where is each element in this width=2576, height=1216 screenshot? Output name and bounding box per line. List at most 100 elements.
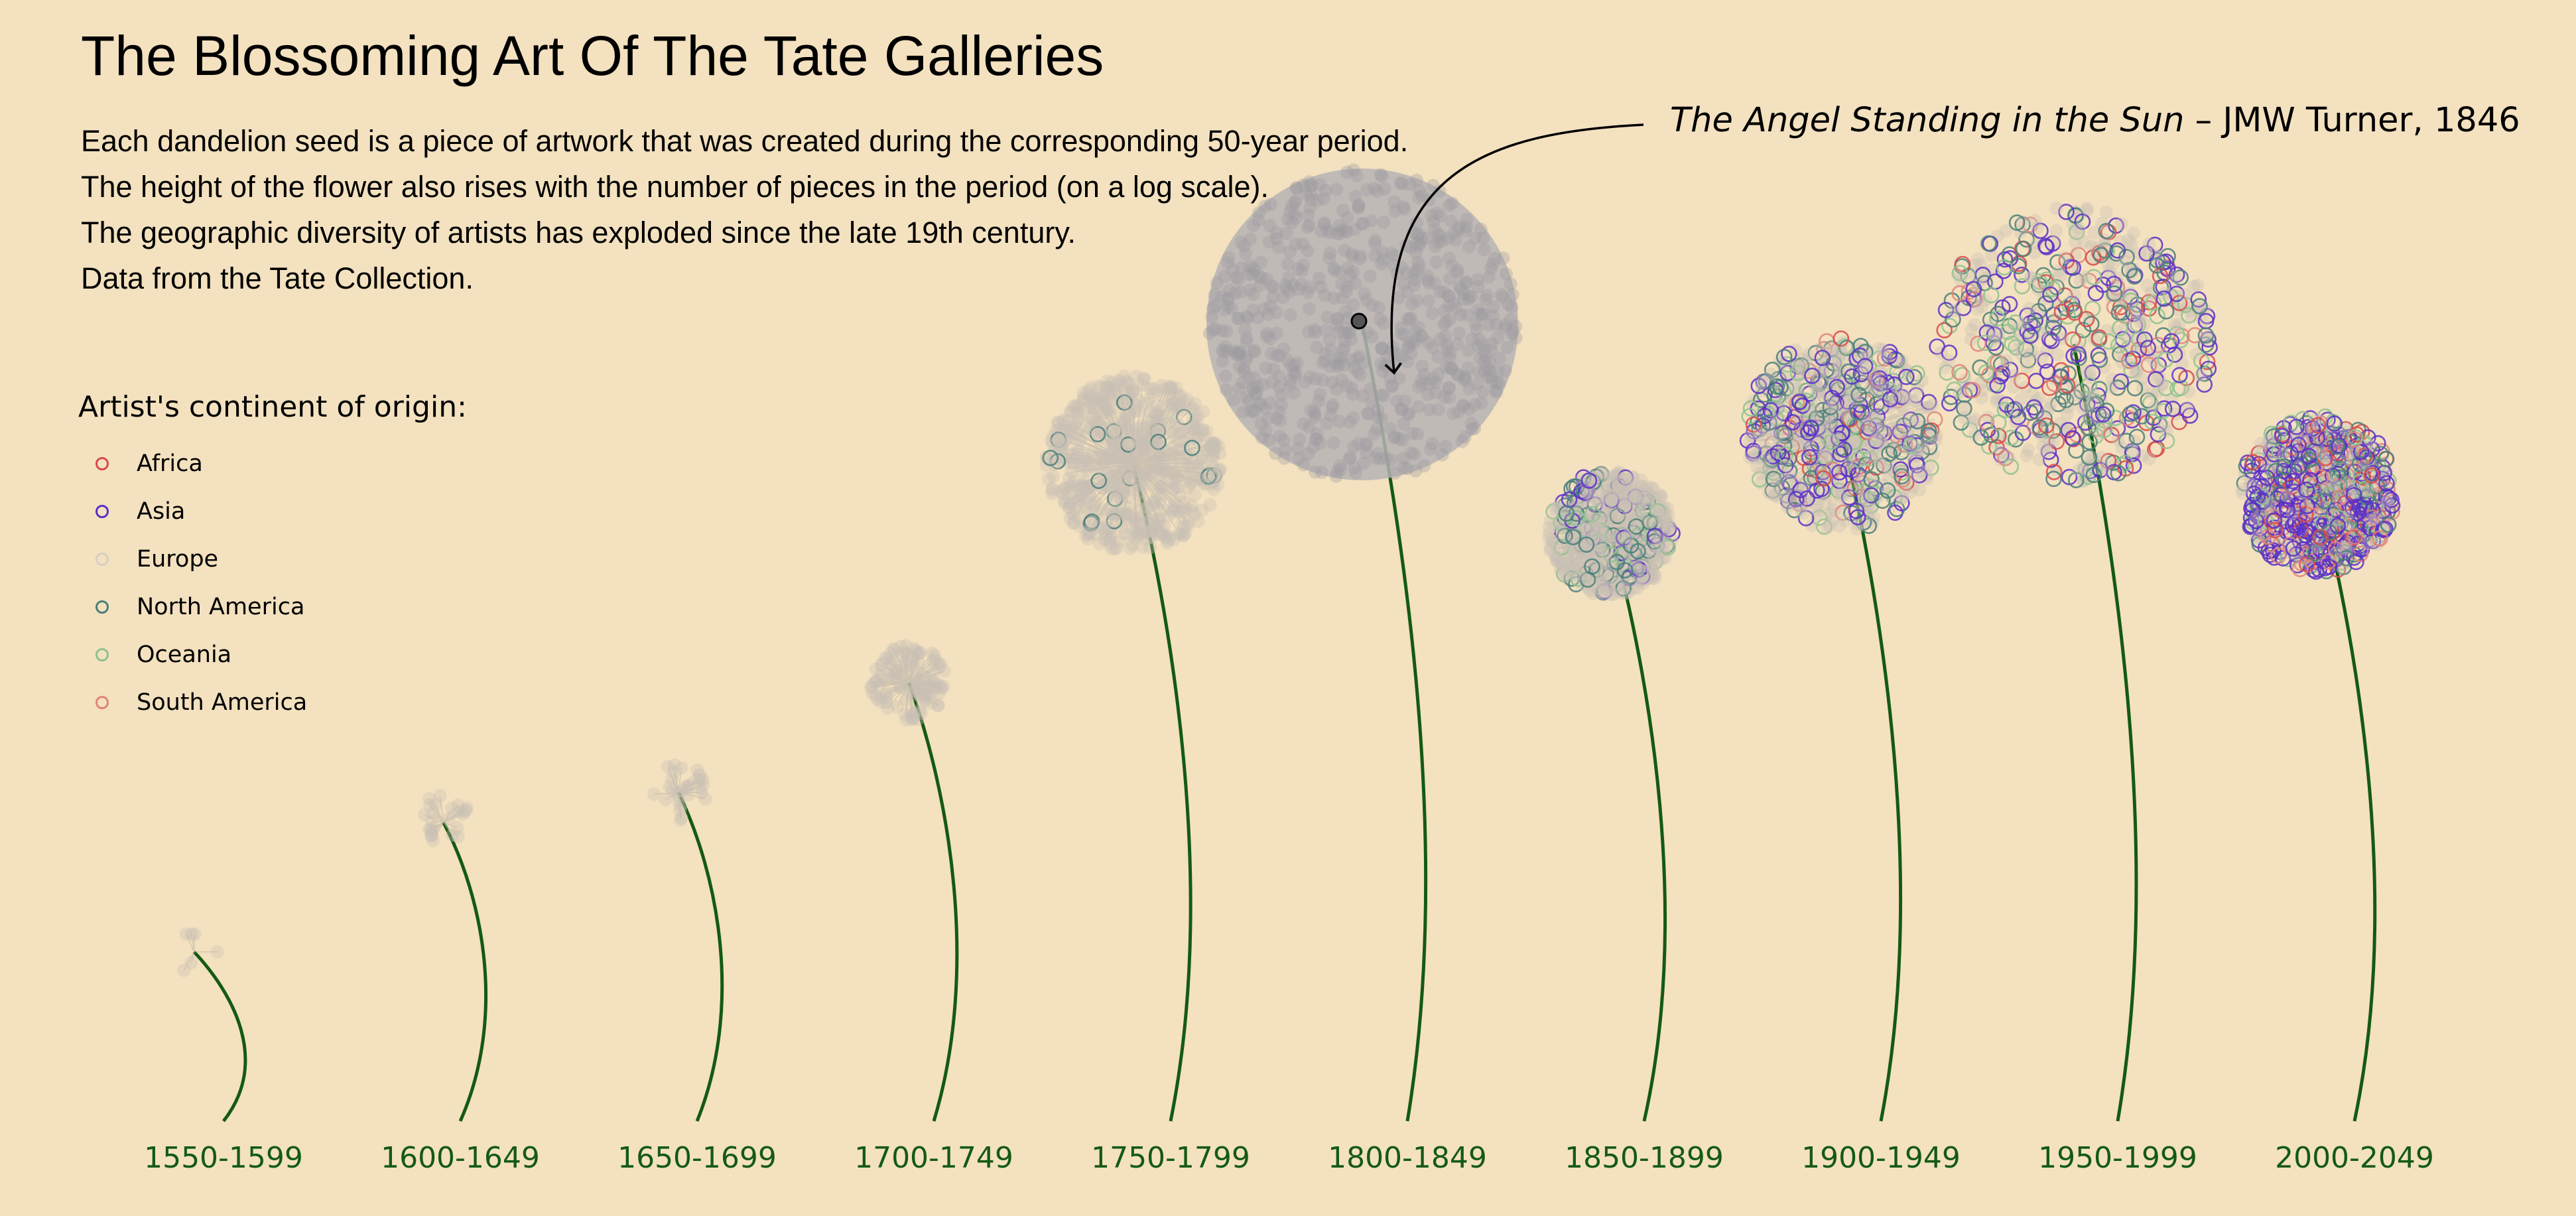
seed bbox=[1393, 431, 1406, 445]
seed bbox=[681, 780, 694, 794]
seed bbox=[2014, 240, 2031, 257]
seed bbox=[1442, 299, 1456, 312]
seed bbox=[647, 787, 661, 801]
seed bbox=[1387, 195, 1401, 209]
seed bbox=[935, 681, 949, 695]
seed bbox=[1188, 432, 1202, 446]
seed bbox=[2030, 221, 2044, 235]
seed bbox=[1762, 486, 1776, 500]
seed bbox=[2181, 385, 2195, 399]
seed bbox=[2187, 279, 2201, 293]
seed bbox=[1067, 399, 1080, 413]
filament bbox=[1133, 463, 1204, 484]
seed bbox=[446, 828, 460, 842]
seed bbox=[2020, 448, 2033, 462]
legend-label: Africa bbox=[137, 450, 203, 477]
seed bbox=[1896, 491, 1909, 505]
seed bbox=[2189, 348, 2203, 362]
filament bbox=[1133, 463, 1183, 524]
seed bbox=[2049, 224, 2063, 237]
seed bbox=[919, 694, 933, 708]
seed bbox=[1425, 306, 1439, 320]
annotation-artist: JMW Turner, 1846 bbox=[2222, 101, 2520, 140]
seed bbox=[2115, 355, 2129, 369]
seed bbox=[2104, 380, 2118, 394]
seed bbox=[1374, 357, 1388, 371]
seed bbox=[1206, 447, 1220, 461]
dandelion-1550-1599 bbox=[177, 927, 247, 1122]
seed bbox=[2193, 369, 2207, 382]
filament bbox=[909, 683, 917, 695]
seed bbox=[1283, 308, 1297, 322]
filament bbox=[1133, 386, 1170, 464]
seed bbox=[2342, 475, 2356, 489]
seed bbox=[1098, 533, 1112, 547]
stem-1550-1599 bbox=[192, 951, 247, 1122]
filament bbox=[1095, 463, 1134, 503]
legend-item-oceania: Oceania bbox=[78, 631, 467, 679]
seed bbox=[426, 806, 440, 820]
seed bbox=[889, 671, 903, 685]
seed bbox=[1903, 412, 1917, 425]
seed bbox=[1218, 269, 1231, 283]
seed bbox=[1085, 410, 1099, 424]
annotation: The Angel Standing in the Sun – JMW Turn… bbox=[1670, 101, 2520, 140]
seed bbox=[1992, 328, 2006, 342]
seed bbox=[1310, 340, 1323, 354]
seed bbox=[1213, 446, 1227, 460]
seed bbox=[1231, 312, 1245, 325]
seed bbox=[2114, 217, 2128, 231]
seed bbox=[665, 772, 679, 785]
seed bbox=[2155, 377, 2169, 391]
seed bbox=[1232, 381, 1246, 395]
seed bbox=[1153, 468, 1167, 482]
filament bbox=[1133, 463, 1161, 510]
seed bbox=[889, 667, 903, 681]
legend-marker-africa bbox=[96, 457, 109, 470]
seed bbox=[2143, 452, 2157, 466]
seed bbox=[907, 642, 921, 655]
seed bbox=[1324, 343, 1338, 357]
seed bbox=[1169, 381, 1183, 395]
seed bbox=[1470, 303, 1484, 317]
seed bbox=[1621, 531, 1634, 545]
seed bbox=[1282, 271, 1296, 285]
seed bbox=[2055, 332, 2069, 346]
seed bbox=[917, 692, 931, 706]
seed bbox=[1066, 456, 1080, 470]
seed bbox=[1188, 507, 1202, 521]
seed bbox=[907, 644, 921, 658]
seed bbox=[1301, 208, 1315, 222]
filament bbox=[443, 822, 459, 837]
filament bbox=[1070, 453, 1134, 464]
seed bbox=[673, 803, 687, 817]
seed bbox=[1338, 243, 1351, 257]
seed bbox=[1407, 273, 1421, 287]
seed bbox=[1369, 451, 1383, 465]
seed bbox=[1071, 413, 1085, 427]
stem-1850-1899 bbox=[1609, 533, 1667, 1122]
seed bbox=[870, 674, 884, 688]
seed bbox=[1489, 383, 1502, 397]
seed bbox=[1148, 522, 1161, 536]
legend-label: North America bbox=[137, 594, 305, 620]
period-label-1750-1799: 1750-1799 bbox=[1091, 1141, 1250, 1175]
seed bbox=[2181, 401, 2195, 415]
seed bbox=[925, 646, 939, 660]
seed bbox=[1203, 498, 1217, 511]
seed bbox=[675, 783, 689, 797]
seed bbox=[2033, 326, 2047, 340]
seed bbox=[1296, 237, 1310, 251]
seed bbox=[693, 781, 707, 795]
filament bbox=[1127, 464, 1134, 498]
seed bbox=[1320, 310, 1334, 324]
seed bbox=[1263, 396, 1277, 409]
filament bbox=[877, 682, 909, 700]
seed bbox=[1752, 427, 1766, 440]
seed bbox=[1388, 466, 1402, 480]
seed bbox=[912, 656, 926, 670]
seed bbox=[1187, 413, 1200, 427]
seed bbox=[1076, 393, 1090, 407]
filament bbox=[432, 813, 444, 823]
filament bbox=[909, 682, 925, 699]
